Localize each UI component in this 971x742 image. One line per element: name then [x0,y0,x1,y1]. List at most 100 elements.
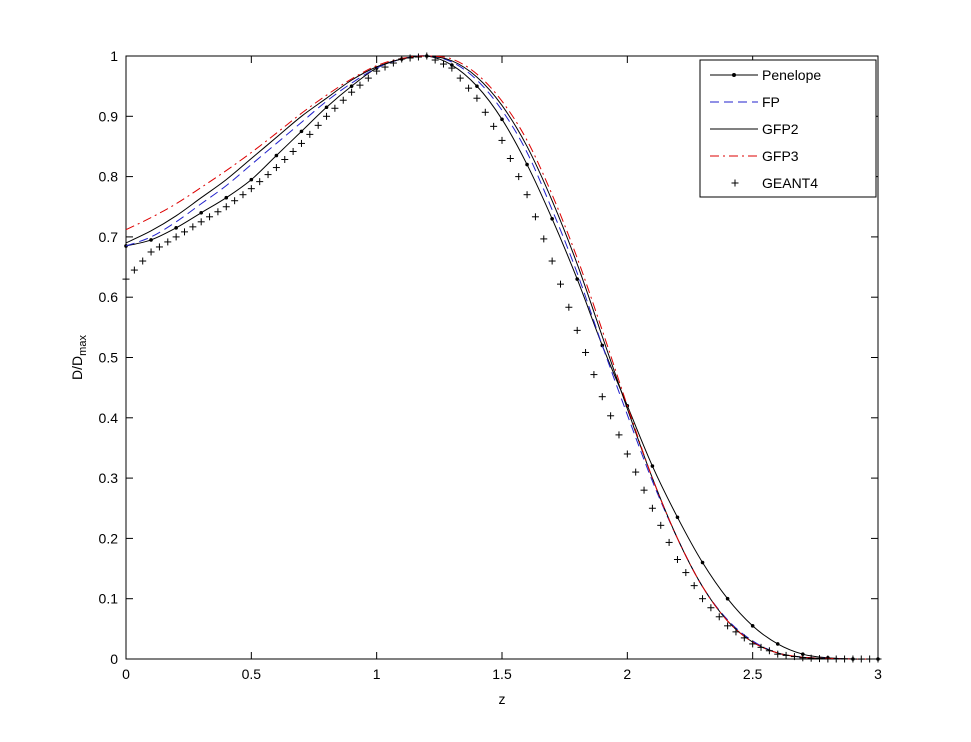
series-geant4-point [832,655,840,663]
series-geant4-point [715,613,723,621]
y-tick-label: 0.5 [99,350,119,366]
legend-label: GEANT4 [762,175,818,191]
series-geant4-point [281,156,289,164]
series-geant4-point [490,122,498,130]
series-penelope-point [249,177,254,182]
series-geant4-point [314,121,322,129]
series-geant4-point [565,303,573,311]
series-penelope-point [299,129,304,134]
series-geant4-point [264,171,272,179]
series-geant4 [122,52,882,663]
series-penelope-point [525,162,529,167]
y-tick-label: 0.4 [99,410,119,426]
series-geant4-point [139,257,147,265]
series-geant4-point [682,569,690,577]
legend: Penelope FP GFP2 GFP3 GEANT4 [699,59,877,198]
series-geant4-point [180,228,188,236]
series-geant4-point [841,655,849,663]
series-penelope-point [274,153,279,158]
legend-label: GFP3 [762,148,799,164]
series-geant4-point [623,450,631,458]
legend-marker [731,179,739,187]
series-geant4-point [523,191,531,199]
series-geant4-point [147,248,155,256]
series-geant4-point [197,218,205,226]
x-tick-label: 0.5 [242,666,262,682]
series-geant4-point [590,371,598,379]
series-penelope-point [349,84,354,88]
series-geant4-point [448,64,456,72]
series-geant4-point [540,235,548,243]
series-geant4-point [807,654,815,662]
series-geant4-point [548,257,556,265]
x-tick-label: 1.5 [492,666,512,682]
series-penelope-point [775,642,780,646]
series-geant4-point [381,63,389,71]
y-axis-label-subscript: max [77,335,89,356]
series-penelope-point [801,652,805,656]
series-penelope-point [475,84,479,88]
series-geant4-point [189,223,197,231]
series-geant4-point [122,275,130,283]
series-geant4-point [648,504,656,512]
series-geant4-point [256,178,264,186]
series-geant4-point [740,634,748,642]
series-geant4-point [306,130,314,138]
series-geant4-point [222,203,230,211]
series-penelope-point [575,277,579,281]
series-geant4-point [214,208,222,216]
series-penelope-point [750,624,755,628]
series-geant4-point [389,59,397,67]
legend-item-penelope: Penelope [710,67,821,83]
series-geant4-point [323,112,331,120]
y-tick-label: 0.9 [99,108,119,124]
series-geant4-point [289,147,297,155]
y-tick-label: 1 [110,48,118,64]
series-geant4-point [799,654,807,662]
x-tick-label: 2 [623,666,631,682]
series-geant4-point [598,393,606,401]
series-geant4-point [615,431,623,439]
y-tick-label: 0.7 [99,229,119,245]
series-geant4-point [556,280,564,288]
series-geant4-point [632,468,640,476]
series-geant4-point [724,622,732,630]
series-geant4-point [607,412,615,420]
series-penelope-point [700,560,705,565]
series-geant4-point [481,108,489,116]
legend-item-geant4: GEANT4 [731,175,818,191]
series-geant4-point [757,643,765,651]
series-geant4-point [414,53,422,61]
legend-item-gfp3: GFP3 [710,148,799,164]
series-geant4-point [749,640,757,648]
series-penelope-point [500,117,504,122]
series-geant4-point [498,136,506,144]
series-geant4-point [657,521,665,529]
series-geant4-point [690,582,698,590]
series-geant4-point [431,56,439,64]
y-tick-label: 0.1 [99,591,119,607]
series-geant4-point [824,655,832,663]
series-geant4-point [573,326,581,334]
series-geant4-point [348,88,356,96]
series-penelope-point [224,195,229,200]
series-geant4-point [765,647,773,655]
series-geant4-point [465,84,473,92]
series-penelope-point [600,343,605,348]
series-geant4-point [816,655,824,663]
legend-marker [732,73,736,77]
series-geant4-point [440,60,448,68]
series-geant4-point [297,139,305,147]
series-geant4-point [272,164,280,172]
series-penelope-point [675,515,680,520]
y-tick-label: 0.3 [99,470,119,486]
series-geant4-point [699,595,707,603]
series-geant4-point [665,538,673,546]
y-axis: 0 0.1 0.2 0.3 0.4 0.5 0.6 0.7 0.8 0.9 1 [99,48,878,667]
series-penelope-point [149,238,153,242]
y-tick-label: 0.2 [99,530,119,546]
series-geant4-point [406,54,414,62]
series-layer [122,52,882,663]
series-penelope-point [550,217,554,221]
